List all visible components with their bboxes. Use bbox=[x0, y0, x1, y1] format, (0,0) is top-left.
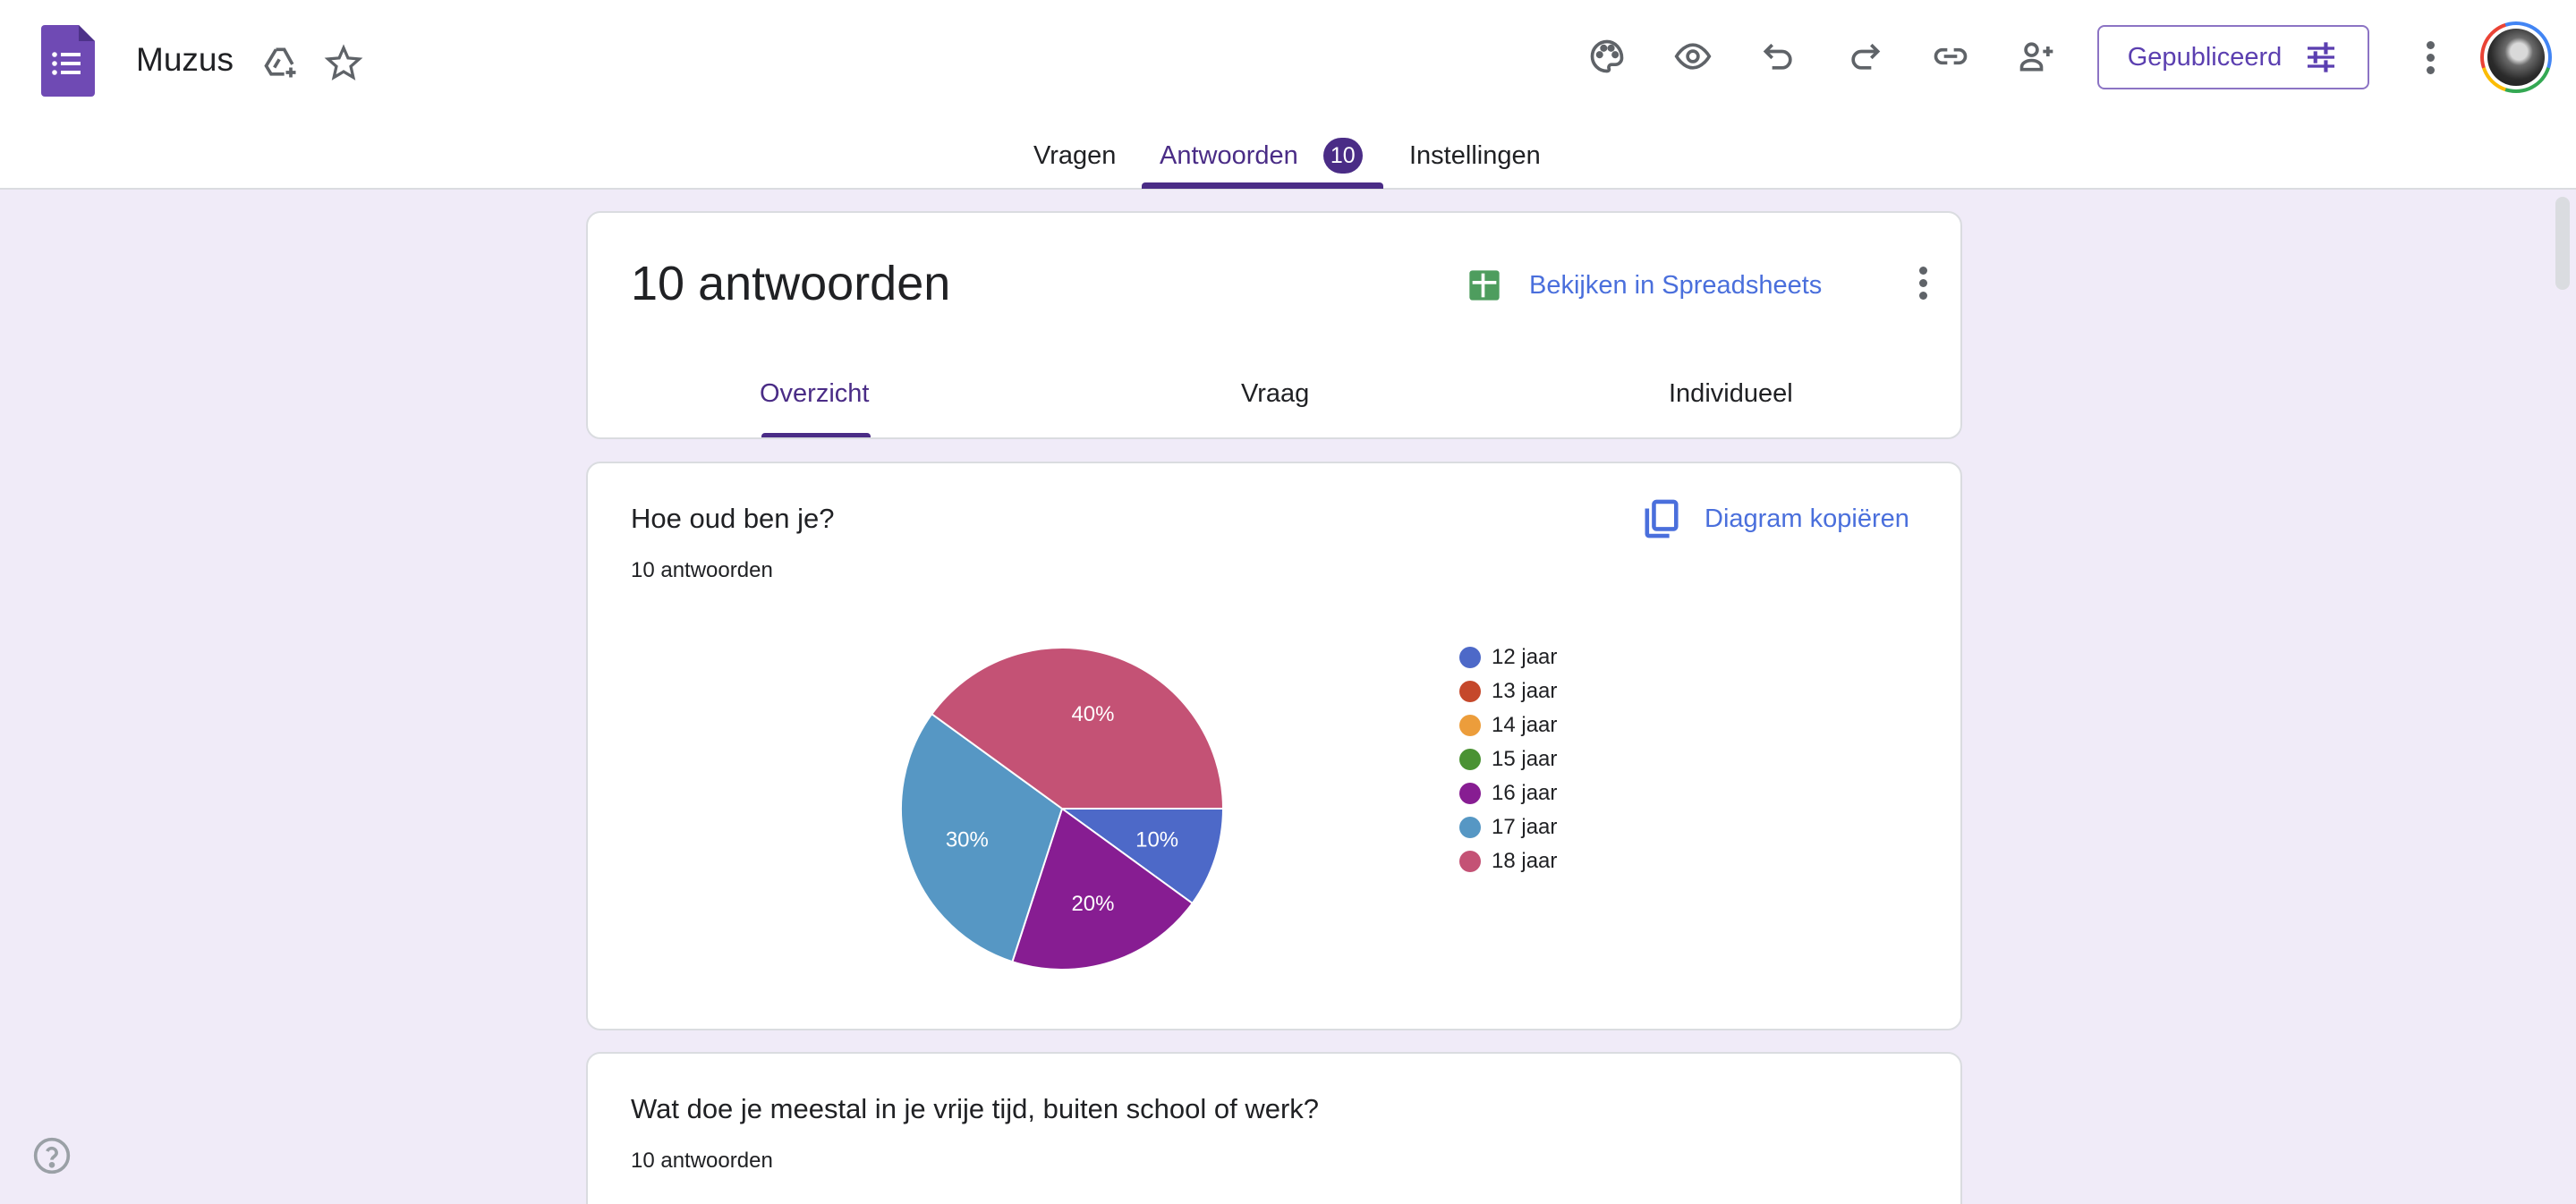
pie-slice[interactable] bbox=[930, 647, 1225, 810]
tab-instellingen[interactable]: Instellingen bbox=[1409, 141, 1541, 170]
user-avatar[interactable] bbox=[2480, 21, 2552, 93]
copy-chart-button[interactable]: Diagram kopiëren bbox=[1644, 496, 1909, 542]
responses-count-badge: 10 bbox=[1322, 138, 1363, 174]
question-response-count: 10 antwoorden bbox=[631, 558, 773, 582]
pie-slice[interactable] bbox=[1011, 807, 1194, 971]
active-subtab-indicator bbox=[761, 433, 871, 437]
pie-slice-label: 30% bbox=[946, 827, 989, 852]
subtab-overzicht[interactable]: Overzicht bbox=[760, 379, 870, 408]
more-vert-icon[interactable] bbox=[2412, 30, 2448, 84]
question-card-age: Hoe oud ben je? 10 antwoorden Diagram ko… bbox=[586, 462, 1962, 1030]
tune-sliders-icon bbox=[2308, 42, 2335, 72]
preview-eye-icon[interactable] bbox=[1664, 28, 1722, 85]
copy-icon bbox=[1645, 499, 1679, 538]
pie-slice-label: 10% bbox=[1135, 827, 1178, 852]
add-to-drive-icon[interactable] bbox=[252, 34, 310, 91]
main-tabs: Vragen Antwoorden 10 Instellingen bbox=[0, 134, 2576, 190]
age-pie-chart: 10% 20% 30% 40% bbox=[900, 647, 1225, 971]
subtab-vraag[interactable]: Vraag bbox=[1241, 379, 1310, 408]
question-title: Hoe oud ben je? bbox=[631, 503, 835, 534]
legend-label: 15 jaar bbox=[1492, 747, 1558, 771]
legend-label: 18 jaar bbox=[1492, 849, 1558, 873]
legend-item[interactable]: 12 jaar bbox=[1459, 640, 1557, 674]
star-icon[interactable] bbox=[315, 34, 372, 91]
chart-legend: 12 jaar 13 jaar 14 jaar 15 jaar 16 jaar 17 ja… bbox=[1459, 640, 1557, 878]
app-header: Muzus Gepubliceerd Vragen Antwoorden 10 … bbox=[0, 0, 2576, 190]
tab-antwoorden[interactable]: Antwoorden 10 bbox=[1160, 134, 1363, 190]
published-label: Gepubliceerd bbox=[2127, 42, 2283, 72]
tab-vragen[interactable]: Vragen bbox=[1033, 141, 1117, 170]
active-tab-indicator bbox=[1142, 182, 1383, 189]
legend-item[interactable]: 14 jaar bbox=[1459, 708, 1557, 742]
legend-label: 16 jaar bbox=[1492, 781, 1558, 805]
legend-color-dot bbox=[1459, 647, 1481, 668]
published-button[interactable]: Gepubliceerd bbox=[2097, 25, 2369, 89]
google-sheets-icon bbox=[1469, 270, 1500, 301]
legend-item[interactable]: 17 jaar bbox=[1459, 810, 1557, 844]
legend-item[interactable]: 18 jaar bbox=[1459, 844, 1557, 878]
legend-label: 17 jaar bbox=[1492, 815, 1558, 839]
legend-item[interactable]: 16 jaar bbox=[1459, 776, 1557, 810]
legend-color-dot bbox=[1459, 851, 1481, 872]
link-icon[interactable] bbox=[1922, 28, 1979, 85]
help-icon[interactable] bbox=[32, 1136, 72, 1175]
palette-icon[interactable] bbox=[1578, 28, 1636, 85]
question-response-count: 10 antwoorden bbox=[631, 1149, 773, 1173]
google-forms-icon[interactable] bbox=[41, 25, 95, 97]
legend-color-dot bbox=[1459, 749, 1481, 770]
pie-slice[interactable] bbox=[1058, 808, 1225, 905]
question-card-free-time: Wat doe je meestal in je vrije tijd, bui… bbox=[586, 1052, 1962, 1204]
legend-color-dot bbox=[1459, 715, 1481, 736]
document-title[interactable]: Muzus bbox=[136, 41, 234, 78]
legend-label: 12 jaar bbox=[1492, 645, 1558, 669]
legend-item[interactable]: 13 jaar bbox=[1459, 674, 1557, 708]
responses-summary-card: 10 antwoorden Bekijken in Spreadsheets O… bbox=[586, 211, 1962, 439]
legend-color-dot bbox=[1459, 783, 1481, 804]
redo-icon[interactable] bbox=[1836, 28, 1893, 85]
undo-icon[interactable] bbox=[1750, 28, 1807, 85]
subtab-individueel[interactable]: Individueel bbox=[1669, 379, 1793, 408]
legend-label: 14 jaar bbox=[1492, 713, 1558, 737]
add-collaborator-icon[interactable] bbox=[2008, 28, 2065, 85]
question-title: Wat doe je meestal in je vrije tijd, bui… bbox=[631, 1093, 1320, 1124]
responses-count-title: 10 antwoorden bbox=[631, 257, 951, 310]
pie-slice-label: 20% bbox=[1071, 892, 1114, 916]
legend-item[interactable]: 15 jaar bbox=[1459, 742, 1557, 776]
legend-color-dot bbox=[1459, 681, 1481, 702]
legend-label: 13 jaar bbox=[1492, 679, 1558, 703]
summary-more-icon[interactable] bbox=[1905, 256, 1941, 309]
pie-slice-label: 40% bbox=[1071, 702, 1114, 726]
pie-slice[interactable] bbox=[900, 712, 1064, 963]
page-scrollbar[interactable] bbox=[2555, 197, 2570, 290]
view-in-sheets-link[interactable]: Bekijken in Spreadsheets bbox=[1467, 265, 1822, 306]
legend-color-dot bbox=[1459, 817, 1481, 838]
